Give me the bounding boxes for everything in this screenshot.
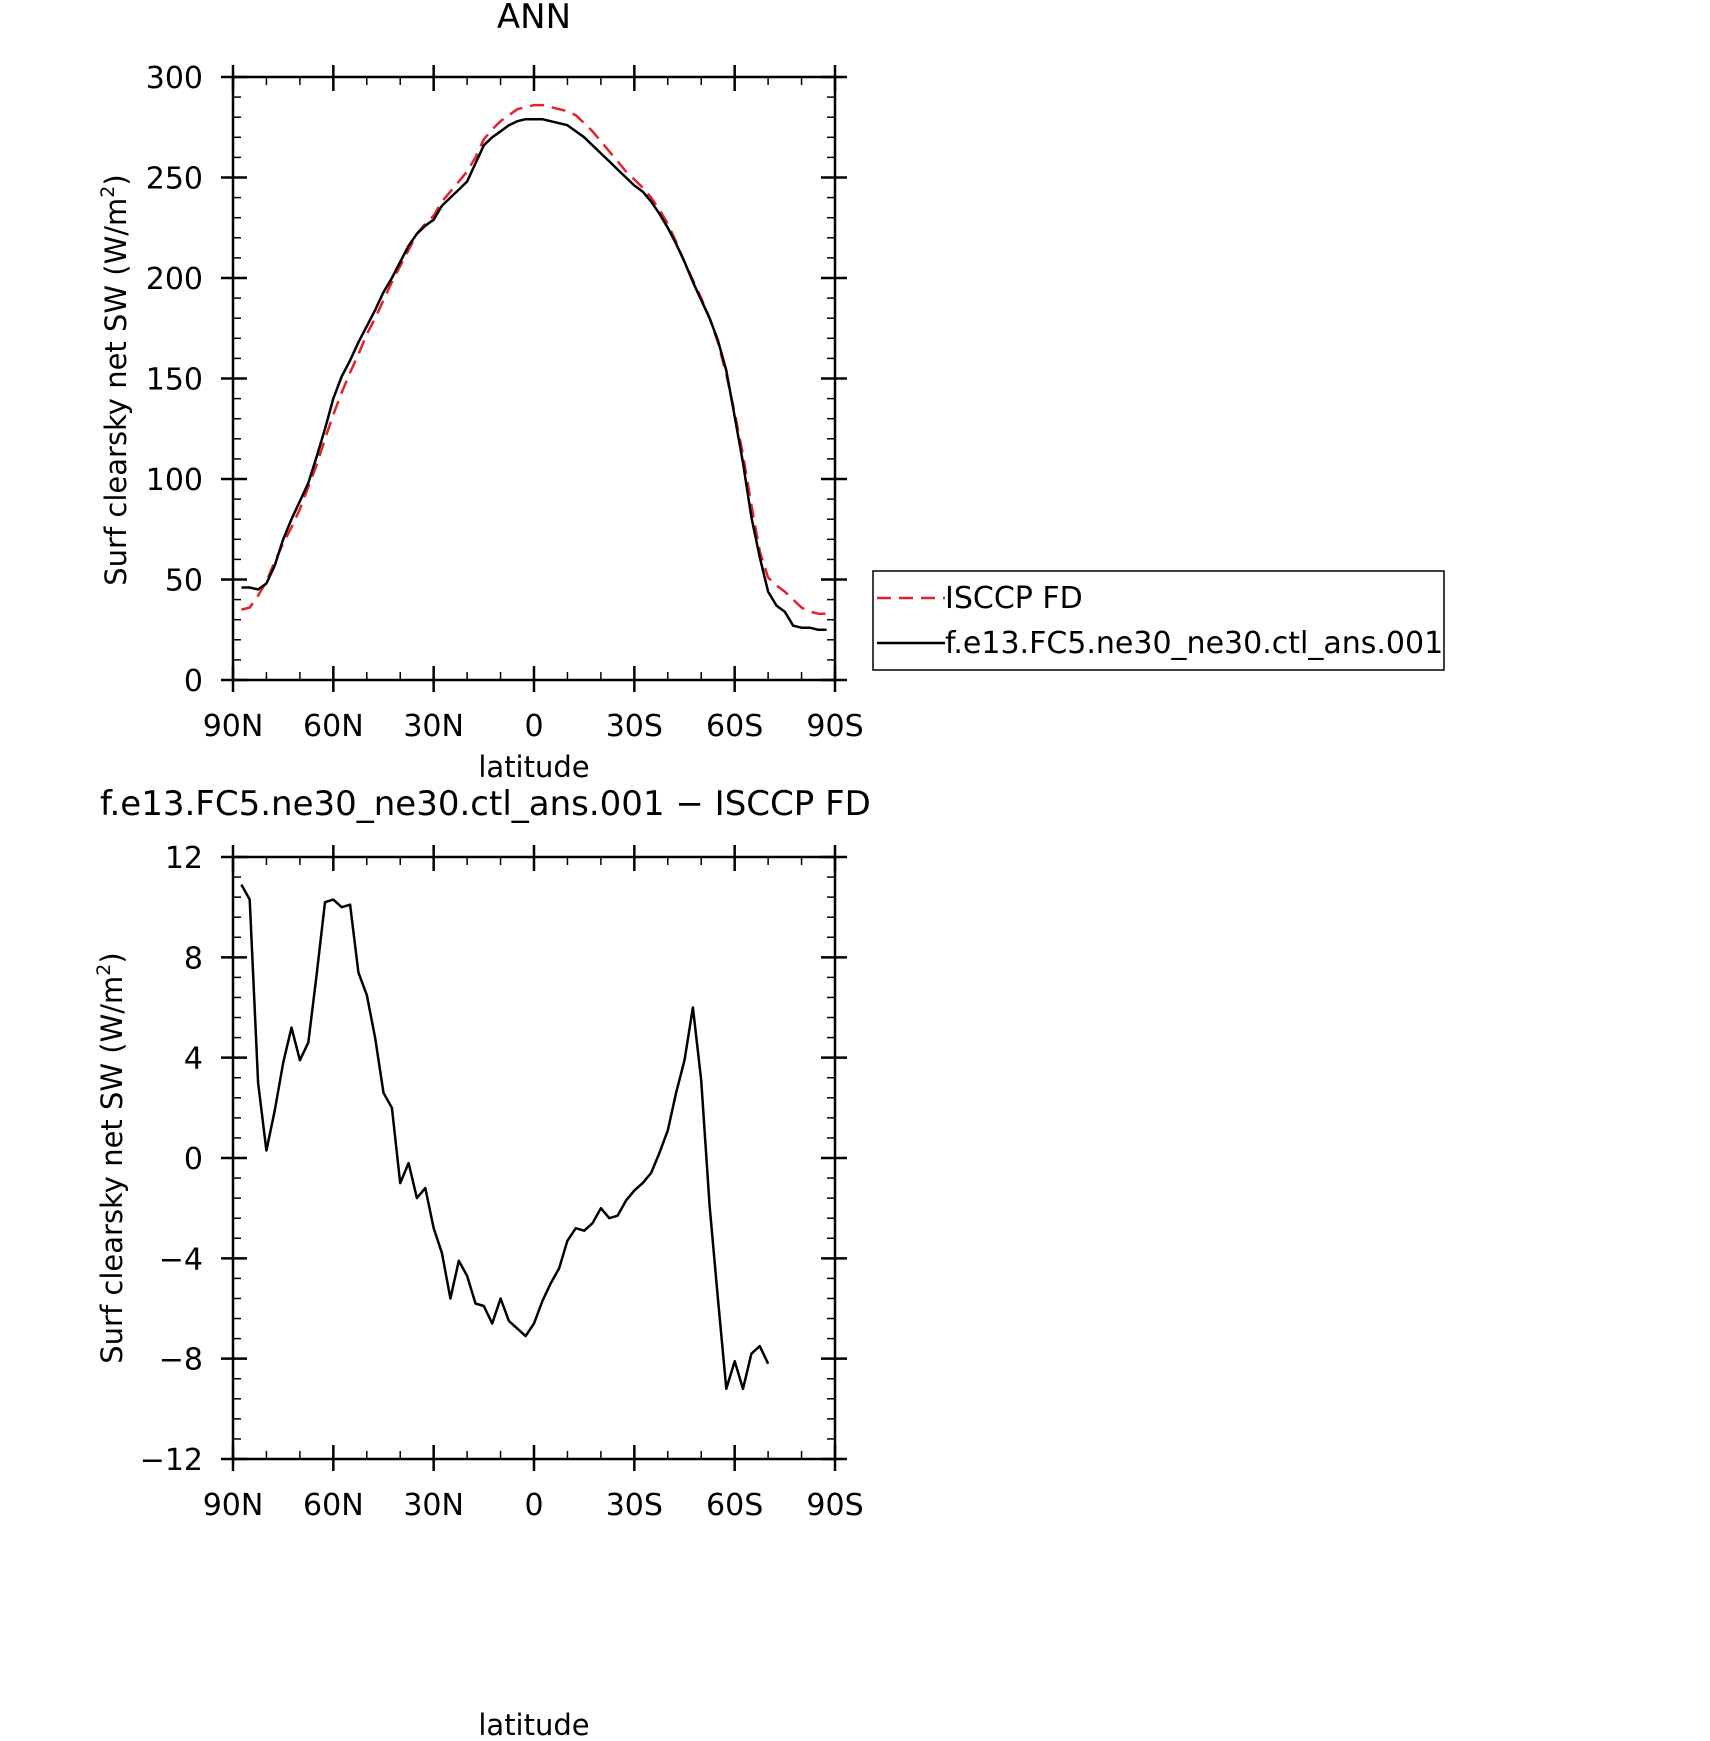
bottom-x-tick-label: 90S (806, 1488, 863, 1523)
bottom-y-tick-label: 8 (184, 941, 203, 976)
legend-box (872, 570, 1445, 671)
bottom-x-tick-label: 30N (403, 1488, 464, 1523)
bottom-y-tick-label: −12 (140, 1443, 203, 1478)
top-y-tick-label: 100 (146, 463, 203, 498)
top-x-tick-label: 60N (303, 709, 364, 744)
bottom-panel-title: f.e13.FC5.ne30_ne30.ctl_ans.001 − ISCCP … (100, 784, 871, 824)
bottom-x-tick-label: 90N (203, 1488, 264, 1523)
top-y-tick-label: 150 (146, 363, 203, 398)
top-axes-frame (231, 75, 837, 682)
top-x-tick-label: 0 (524, 709, 543, 744)
bottom-axes-frame (231, 855, 837, 1461)
legend: ISCCP FD f.e13.FC5.ne30_ne30.ctl_ans.001 (872, 570, 1445, 671)
top-plot-area: 0 50 100 150 200 250 300 90N 60N 30N 0 30S 60S 90S (146, 61, 864, 744)
top-y-tick-label: 250 (146, 162, 203, 197)
legend-label-isccp: ISCCP FD (945, 581, 1083, 616)
top-series-line-0 (241, 103, 827, 615)
bottom-x-tick-label: 60S (706, 1488, 763, 1523)
bottom-x-tick-label: 60N (303, 1488, 364, 1523)
top-y-tick-label: 0 (184, 664, 203, 699)
bottom-y-tick-label: 0 (184, 1142, 203, 1177)
bottom-y-tick-label: 4 (184, 1042, 203, 1077)
top-y-axis-title: Surf clearsky net SW (W/m2) (97, 174, 133, 585)
bottom-series-line-0 (240, 883, 770, 1391)
bottom-y-axis-title: Surf clearsky net SW (W/m2) (93, 952, 129, 1363)
bottom-y-tick-label: −4 (159, 1242, 203, 1277)
top-panel-title: ANN (497, 0, 571, 37)
legend-label-model: f.e13.FC5.ne30_ne30.ctl_ans.001 (945, 626, 1443, 661)
bottom-panel: f.e13.FC5.ne30_ne30.ctl_ans.001 − ISCCP … (93, 784, 871, 1741)
top-x-tick-label: 60S (706, 709, 763, 744)
bottom-y-tick-label: 12 (165, 841, 203, 876)
top-panel: ANN 0 50 100 150 200 250 300 90N 60N 30N 0 30S 60S 90… (97, 0, 864, 784)
top-x-tick-label: 90S (806, 709, 863, 744)
top-x-tick-label: 30N (403, 709, 464, 744)
bottom-x-tick-label: 0 (524, 1488, 543, 1523)
top-x-tick-label: 30S (606, 709, 663, 744)
bottom-plot-area: −12 −8 −4 0 4 8 12 90N 60N 30N 0 30S 60S 90S (140, 841, 864, 1523)
top-y-tick-label: 50 (165, 564, 203, 599)
bottom-x-axis-title: latitude (478, 1708, 589, 1741)
top-x-tick-label: 90N (203, 709, 264, 744)
top-x-axis-title: latitude (478, 750, 589, 784)
bottom-y-tick-label: −8 (159, 1343, 203, 1378)
top-y-tick-label: 200 (146, 262, 203, 297)
bottom-x-tick-label: 30S (606, 1488, 663, 1523)
top-y-tick-label: 300 (146, 61, 203, 96)
top-series-line-1 (241, 117, 827, 632)
